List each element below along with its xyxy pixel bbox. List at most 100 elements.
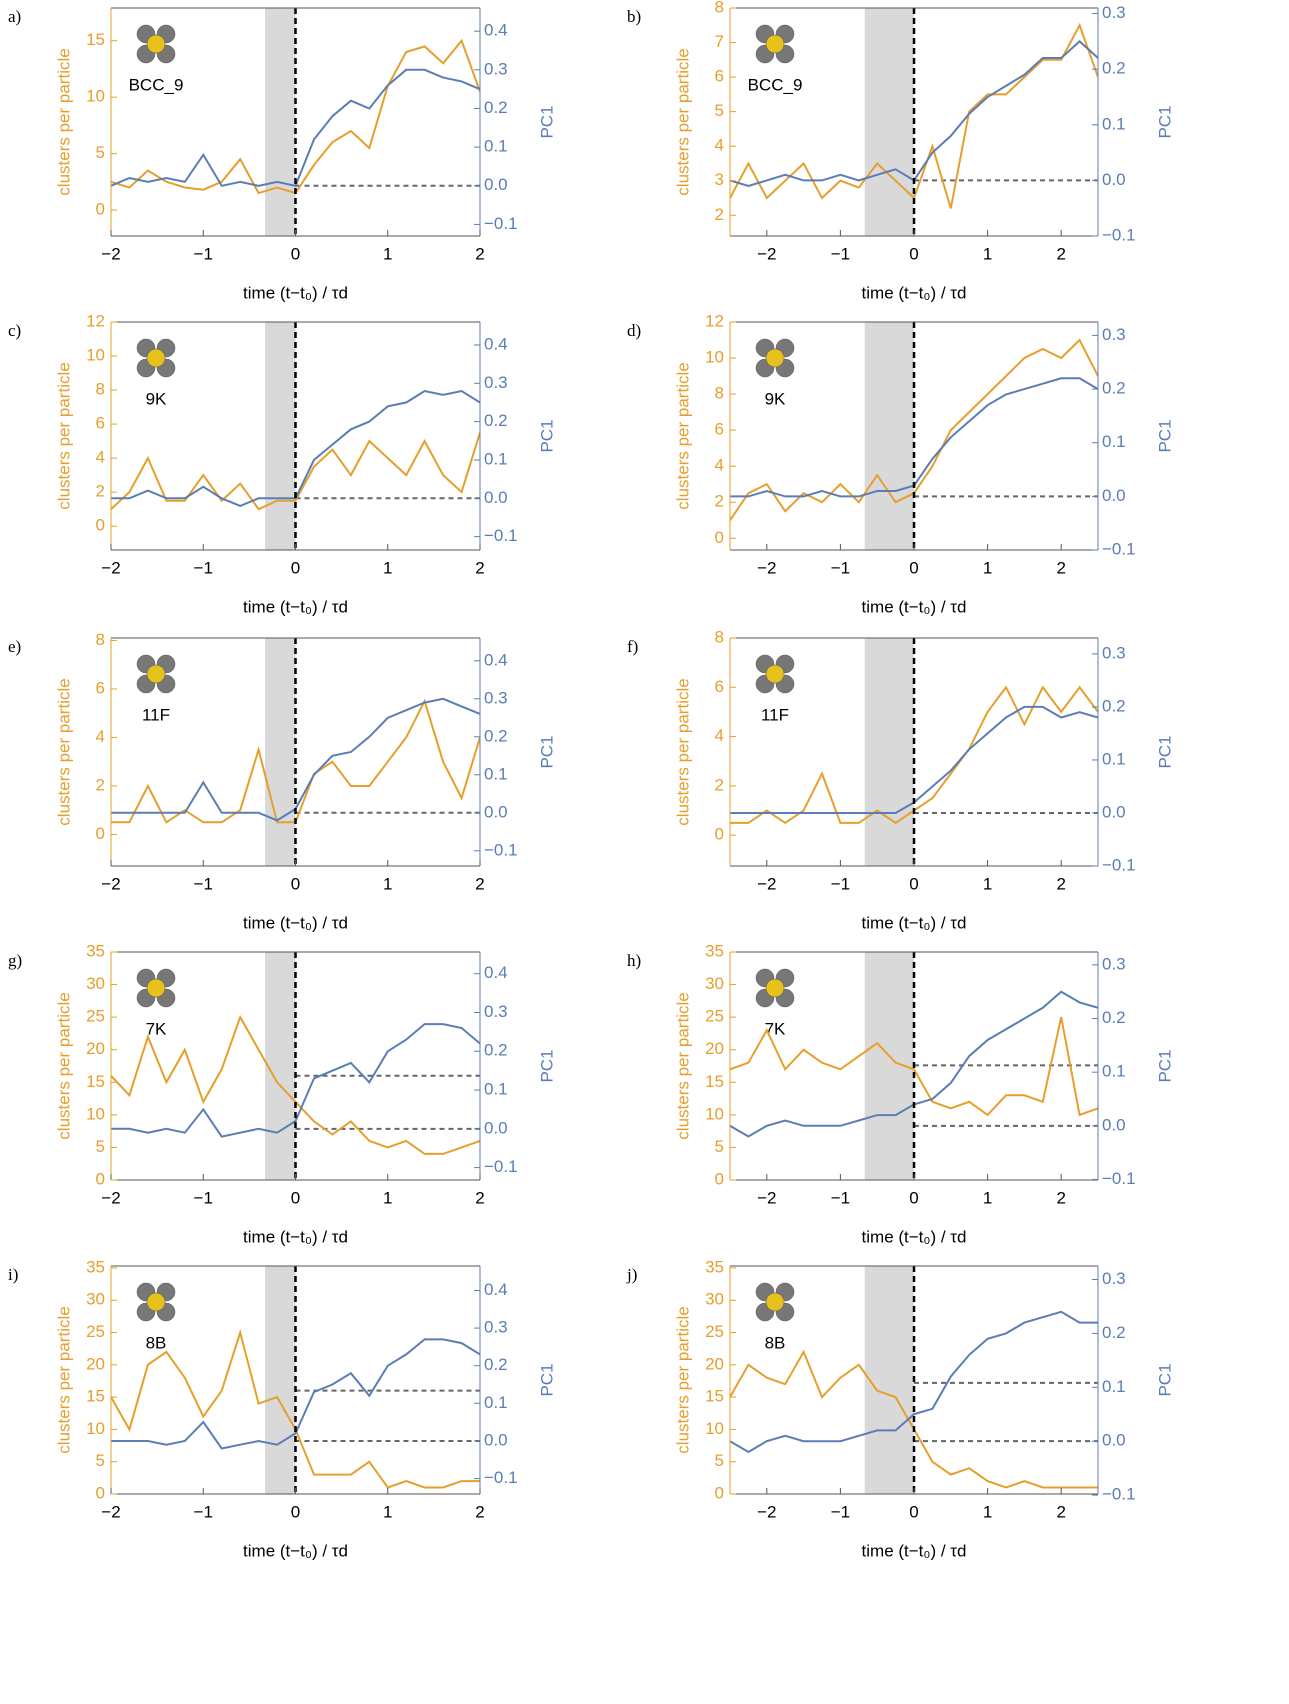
y-tick-label: 8 [715,384,724,403]
x-tick-label: 2 [475,1188,484,1207]
x-tick-label: −2 [101,874,120,893]
y2-tick-label: 0.4 [484,963,508,982]
x-tick-label: 0 [909,558,918,577]
panel-label: c) [8,321,21,340]
y-tick-label: 8 [715,0,724,16]
x-tick-label: 2 [1056,558,1065,577]
y2-tick-label: 0.1 [1102,1062,1126,1081]
panel-label: h) [627,951,641,970]
panel: e) 11F −2 −1 0 1 2 0 2 4 6 8 −0.1 0.0 0.1 0.2 0.3 0.4 time… [8,630,556,933]
y-tick-label: 20 [86,1039,105,1058]
x-tick-label: −1 [194,1188,213,1207]
x-tick-label: 1 [983,1502,992,1521]
panel: g)7K−2 −1 0 1 205101520253035−0.10.00.10.20.… [8,941,556,1246]
y-tick-label: 0 [715,825,724,844]
x-tick-label: −2 [101,558,120,577]
series-line [111,1338,480,1450]
y2-tick-label: 0.0 [484,1118,508,1137]
y2-tick-label: −0.1 [484,526,518,545]
y-tick-label: 4 [96,727,105,746]
y2-tick-label: 0.1 [484,1393,508,1412]
panel-label: g) [8,951,22,970]
y-tick-label: 5 [96,1137,105,1156]
y2-tick-label: 0.2 [1102,696,1126,715]
x-tick-label: −2 [757,1188,776,1207]
shaded-region [265,322,296,550]
panel-label: f) [627,637,638,656]
y-tick-label: 35 [705,941,724,960]
y2-tick-label: 0.2 [484,98,508,117]
y-tick-label: 8 [715,627,724,646]
x-tick-label: 2 [1056,874,1065,893]
y-tick-label: 2 [715,492,724,511]
inset-label: BCC_9 [748,75,803,94]
inset-label: 8B [146,1333,167,1352]
y-tick-label: 30 [705,1290,724,1309]
x-tick-label: 0 [909,1188,918,1207]
y-tick-label: 8 [96,380,105,399]
y2-tick-label: 0.3 [1102,643,1126,662]
y2-tick-label: −0.1 [1102,539,1136,558]
y2-tick-label: 0.4 [484,1280,508,1299]
x-tick-label: −1 [831,1188,850,1207]
series-line [730,1016,1098,1117]
y2-tick-label: 0.2 [484,1041,508,1060]
inset-label: 7K [146,1019,167,1038]
x-tick-label: −1 [831,558,850,577]
y2-tick-label: 0.3 [484,373,508,392]
shaded-region [265,638,296,866]
panel-label: i) [8,1265,18,1284]
y2-tick-label: 0.1 [484,137,508,156]
molecule-atom [765,664,785,684]
x-tick-label: −2 [101,244,120,263]
y2-axis-title: PC1 [537,735,556,768]
x-axis-title: time (t−t₀) / τd [243,597,348,616]
x-tick-label: −1 [831,244,850,263]
y-tick-label: 5 [96,143,105,162]
y2-axis-title: PC1 [537,1049,556,1082]
y2-tick-label: 0.0 [1102,486,1126,505]
x-axis-title: time (t−t₀) / τd [862,597,967,616]
y2-tick-label: 0.4 [484,334,508,353]
x-tick-label: −2 [101,1188,120,1207]
y-tick-label: 30 [705,974,724,993]
x-axis-title: time (t−t₀) / τd [862,913,967,932]
y-tick-label: 35 [705,1257,724,1276]
y2-tick-label: 0.1 [1102,432,1126,451]
y-tick-label: 6 [715,677,724,696]
inset-label: 9K [146,389,167,408]
y2-tick-label: 0.4 [484,650,508,669]
y2-axis-title: PC1 [537,105,556,138]
y2-tick-label: 0.4 [484,21,508,40]
y2-tick-label: −0.1 [1102,1485,1136,1504]
y-tick-label: 15 [705,1072,724,1091]
y-axis-title: clusters per particle [54,992,73,1139]
series-line [111,1014,480,1155]
y2-axis-title: PC1 [1155,1363,1174,1396]
series-line [111,432,480,511]
x-tick-label: −2 [757,1502,776,1521]
y-tick-label: 0 [96,516,105,535]
y-tick-label: 6 [715,420,724,439]
molecule-atom [146,34,166,54]
y-tick-label: 2 [96,482,105,501]
y2-axis-title: PC1 [1155,105,1174,138]
x-tick-label: 2 [475,1502,484,1521]
x-axis-title: time (t−t₀) / τd [862,283,967,302]
y2-tick-label: −0.1 [484,214,518,233]
shaded-region [265,8,296,236]
x-tick-label: 1 [383,1188,392,1207]
y2-tick-label: −0.1 [484,1468,518,1487]
y-tick-label: 15 [86,30,105,49]
y-tick-label: 8 [96,630,105,649]
panel: f) 11F −2 −1 0 1 2 0 2 4 6 8 −0.1 0.0 0.1 0.2 0.3 time (t… [627,627,1174,932]
y2-tick-label: −0.1 [484,840,518,859]
y-tick-label: 7 [715,32,724,51]
inset-label: 11F [761,705,789,724]
y2-tick-label: 0.0 [484,175,508,194]
x-axis-title: time (t−t₀) / τd [243,283,348,302]
x-tick-label: −2 [757,244,776,263]
panel-label: e) [8,637,21,656]
panel: c)9K−2 −1 0 1 2024681012−0.10.00.10.20.30.4t… [8,311,556,616]
